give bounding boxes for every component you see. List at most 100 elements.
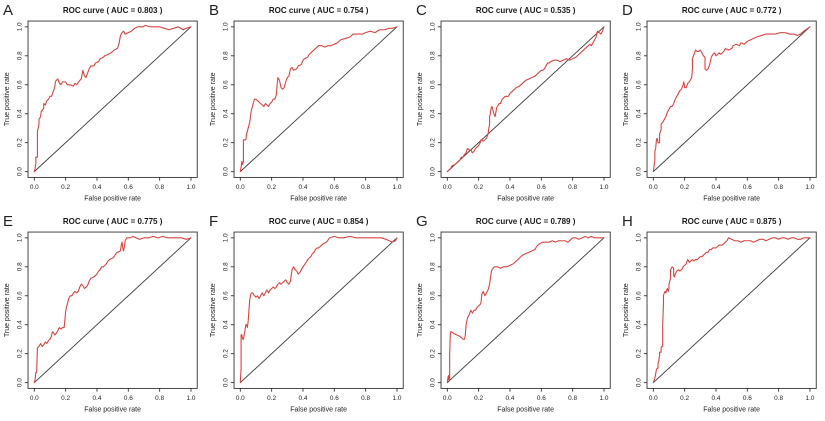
panel-background [412, 0, 619, 211]
x-tick-label: 0.0 [649, 184, 658, 191]
panel-title: ROC curve ( AUC = 0.754 ) [269, 6, 369, 15]
roc-plot-E: E ROC curve ( AUC = 0.775 ) 0.0 0.2 0.4 0.6 0.… [0, 210, 207, 421]
roc-curve [446, 235, 605, 383]
reference-diagonal-line [33, 237, 192, 383]
y-tick-label: 0.8 [429, 51, 436, 60]
y-axis-label: True positive rate [417, 72, 424, 126]
panel-background [0, 0, 207, 211]
y-tick-label: 0.2 [635, 138, 642, 147]
reference-diagonal-line [652, 26, 811, 172]
x-axis-label: False positive rate [84, 406, 141, 413]
panel-background [206, 0, 413, 211]
x-tick-label: 0.8 [568, 184, 577, 191]
panel-title: ROC curve ( AUC = 0.535 ) [475, 6, 575, 15]
roc-plot-D: D ROC curve ( AUC = 0.772 ) 0.0 0.2 0.4 0.6 0.… [618, 0, 825, 211]
y-tick-label: 0.4 [17, 319, 24, 328]
x-tick-label: 0.0 [649, 394, 658, 401]
y-tick-label: 0.4 [223, 109, 230, 118]
roc-panel-H: H ROC curve ( AUC = 0.875 ) 0.0 0.2 0.4 0.6 0.… [618, 210, 825, 421]
x-tick-label: 0.0 [442, 394, 451, 401]
roc-panel-F: F ROC curve ( AUC = 0.854 ) 0.0 0.2 0.4 0.6 0.… [206, 210, 413, 421]
x-tick-label: 0.0 [442, 184, 451, 191]
x-tick-label: 1.0 [393, 184, 402, 191]
reference-diagonal-line [652, 237, 811, 383]
plot-box [646, 231, 817, 389]
x-tick-label: 0.2 [61, 184, 70, 191]
y-axis-label: True positive rate [4, 72, 11, 126]
panel-letter: E [3, 213, 13, 230]
plot-box [646, 20, 817, 178]
panel-background [412, 210, 619, 421]
roc-panel-B: B ROC curve ( AUC = 0.754 ) 0.0 0.2 0.4 0.6 0.… [206, 0, 413, 211]
y-tick-label: 0.2 [17, 138, 24, 147]
y-tick-label: 0.0 [17, 377, 24, 386]
x-tick-label: 0.0 [236, 184, 245, 191]
y-axis-label: True positive rate [210, 283, 217, 337]
y-tick-label: 0.4 [429, 109, 436, 118]
y-tick-label: 0.8 [17, 261, 24, 270]
x-tick-label: 0.6 [124, 184, 133, 191]
x-tick-label: 0.4 [93, 184, 102, 191]
x-tick-label: 0.2 [267, 184, 276, 191]
panel-letter: C [416, 2, 427, 19]
y-axis-label: True positive rate [623, 283, 630, 337]
roc-curve [652, 236, 811, 383]
plot-box [233, 20, 404, 178]
x-tick-label: 0.6 [536, 394, 545, 401]
y-tick-label: 1.0 [635, 22, 642, 31]
x-tick-label: 1.0 [187, 184, 196, 191]
y-tick-label: 0.8 [635, 51, 642, 60]
x-tick-label: 1.0 [599, 184, 608, 191]
x-axis-label: False positive rate [497, 406, 554, 413]
y-tick-label: 0.2 [223, 348, 230, 357]
y-tick-label: 0.0 [223, 377, 230, 386]
roc-plot-G: G ROC curve ( AUC = 0.789 ) 0.0 0.2 0.4 0.6 0.… [412, 210, 619, 421]
x-tick-label: 0.4 [505, 394, 514, 401]
y-tick-label: 0.2 [223, 138, 230, 147]
x-tick-label: 0.0 [30, 184, 39, 191]
x-tick-label: 0.2 [680, 184, 689, 191]
panel-title: ROC curve ( AUC = 0.875 ) [682, 217, 782, 226]
roc-panel-E: E ROC curve ( AUC = 0.775 ) 0.0 0.2 0.4 0.6 0.… [0, 210, 207, 421]
x-tick-label: 0.4 [93, 394, 102, 401]
x-tick-label: 0.4 [711, 184, 720, 191]
x-tick-label: 1.0 [599, 394, 608, 401]
x-tick-label: 1.0 [187, 394, 196, 401]
plot-box [27, 231, 198, 389]
y-tick-label: 1.0 [429, 22, 436, 31]
y-tick-label: 0.2 [17, 348, 24, 357]
panel-title: ROC curve ( AUC = 0.803 ) [63, 6, 163, 15]
y-tick-label: 0.0 [635, 377, 642, 386]
roc-panel-C: C ROC curve ( AUC = 0.535 ) 0.0 0.2 0.4 0.6 0.… [412, 0, 619, 211]
x-axis-label: False positive rate [84, 195, 141, 202]
y-tick-label: 0.6 [223, 80, 230, 89]
roc-panel-D: D ROC curve ( AUC = 0.772 ) 0.0 0.2 0.4 0.6 0.… [618, 0, 825, 211]
panel-letter: F [209, 213, 218, 230]
panel-letter: D [622, 2, 633, 19]
y-tick-label: 0.6 [635, 290, 642, 299]
plot-box [27, 20, 198, 178]
x-tick-label: 0.2 [474, 394, 483, 401]
x-tick-label: 0.8 [155, 394, 164, 401]
y-tick-label: 0.6 [429, 290, 436, 299]
x-tick-label: 0.4 [505, 184, 514, 191]
y-tick-label: 0.0 [17, 167, 24, 176]
y-tick-label: 1.0 [223, 232, 230, 241]
roc-panel-A: A ROC curve ( AUC = 0.803 ) 0.0 0.2 0.4 0.6 0.… [0, 0, 207, 211]
roc-plot-B: B ROC curve ( AUC = 0.754 ) 0.0 0.2 0.4 0.6 0.… [206, 0, 413, 211]
x-tick-label: 0.8 [361, 184, 370, 191]
panel-letter: B [209, 2, 219, 19]
y-axis-label: True positive rate [4, 283, 11, 337]
y-tick-label: 0.6 [635, 80, 642, 89]
y-tick-label: 1.0 [223, 22, 230, 31]
y-tick-label: 0.6 [429, 80, 436, 89]
x-tick-label: 0.6 [536, 184, 545, 191]
roc-panel-G: G ROC curve ( AUC = 0.789 ) 0.0 0.2 0.4 0.6 0.… [412, 210, 619, 421]
x-tick-label: 0.2 [474, 184, 483, 191]
x-tick-label: 0.2 [680, 394, 689, 401]
y-tick-label: 0.2 [635, 348, 642, 357]
y-tick-label: 1.0 [17, 232, 24, 241]
panel-letter: H [622, 213, 633, 230]
x-tick-label: 0.6 [743, 184, 752, 191]
y-tick-label: 1.0 [635, 232, 642, 241]
